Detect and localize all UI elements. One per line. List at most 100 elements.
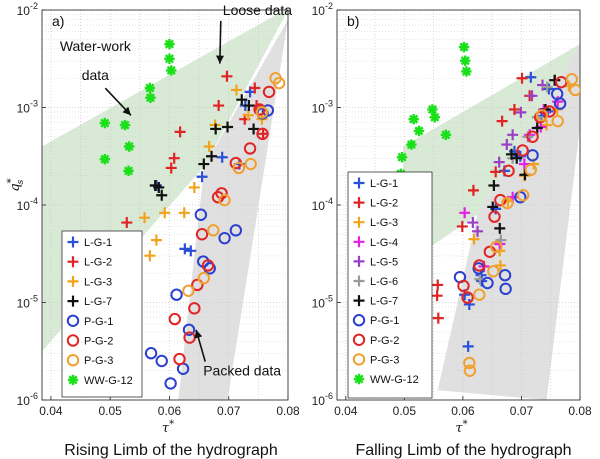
data-point: [535, 109, 549, 122]
legend-label: L-G-4: [370, 237, 398, 249]
series-ww-g-12: [99, 38, 177, 177]
data-point: [123, 141, 135, 152]
data-point: [487, 201, 499, 213]
data-point: [249, 82, 261, 94]
legend-entry: L-G-3: [353, 216, 398, 229]
y-tick-label: 10-5: [312, 294, 333, 311]
x-symbol: τ*: [162, 419, 174, 436]
data-point: [210, 123, 222, 135]
panel-a: 0.04 0.05 0.06 0.07 0.08 10-6 10-5 10-4 10-3 10-2…: [6, 1, 300, 459]
data-point: [508, 103, 520, 115]
data-point: [531, 122, 543, 134]
legend-label: WW-G-12: [84, 375, 133, 387]
annotation: Water-work: [60, 38, 132, 54]
data-point: [565, 73, 579, 86]
data-point: [440, 129, 452, 140]
data-point: [179, 243, 191, 255]
legend-label: L-G-1: [370, 178, 398, 190]
data-point: [457, 279, 470, 293]
data-point: [206, 150, 218, 162]
series-l-g-7: [149, 94, 260, 201]
data-point: [462, 340, 474, 352]
legend-marker: [67, 374, 79, 386]
data-point: [248, 123, 260, 135]
legend-marker: [353, 295, 365, 307]
x-tick-label: 0.05: [98, 404, 122, 418]
data-point: [243, 142, 257, 155]
data-point: [213, 100, 225, 112]
x-tick-label: 0.08: [568, 404, 592, 418]
data-point: [501, 139, 513, 151]
data-point: [194, 208, 208, 221]
data-point: [499, 282, 512, 296]
legend-label: L-G-3: [84, 276, 112, 288]
legend-label: L-G-7: [84, 296, 112, 308]
data-point: [490, 166, 502, 178]
legend-marker: [353, 275, 365, 287]
data-point: [461, 291, 474, 304]
x-tick-label: 0.05: [393, 404, 417, 418]
data-point: [463, 298, 475, 310]
data-point: [165, 162, 177, 174]
data-point: [413, 125, 425, 137]
data-point: [427, 104, 438, 115]
packed-band: [437, 44, 580, 400]
y-axis: 10-6 10-5 10-4 10-3 10-2: [17, 1, 46, 408]
data-point: [432, 312, 444, 324]
data-point: [516, 72, 528, 84]
data-point: [472, 225, 484, 237]
data-point: [215, 187, 228, 200]
data-point: [230, 84, 242, 96]
legend-marker: [352, 353, 366, 366]
legend-marker: [352, 333, 366, 346]
data-point: [164, 377, 177, 390]
legend-label: L-G-1: [84, 237, 112, 249]
data-point: [164, 38, 175, 50]
data-point: [164, 53, 175, 64]
data-point: [196, 171, 208, 183]
legend-entry: WW-G-12: [67, 374, 133, 387]
legend-label: WW-G-12: [370, 374, 419, 386]
legend-label: P-G-1: [84, 316, 113, 328]
y-axis-label: q*s: [6, 178, 26, 191]
legend-entry: L-G-5: [353, 255, 398, 268]
legend-entry: P-G-2: [66, 334, 113, 348]
data-point: [144, 82, 156, 94]
legend-label: P-G-2: [84, 336, 113, 348]
data-point: [170, 288, 183, 301]
data-point: [459, 207, 471, 219]
legend-box: [61, 230, 143, 398]
data-point: [488, 210, 501, 223]
data-point: [541, 119, 553, 131]
data-point: [496, 115, 508, 127]
y-tick-label: 10-6: [17, 391, 38, 408]
data-point: [119, 119, 131, 131]
series-p-g-1: [144, 104, 275, 390]
data-point: [458, 41, 470, 53]
data-point: [178, 207, 190, 219]
data-point: [218, 231, 231, 245]
data-point: [261, 104, 275, 117]
data-point: [155, 354, 168, 368]
data-point: [262, 85, 276, 99]
legend-marker: [66, 354, 80, 367]
data-point: [501, 196, 514, 210]
data-point: [168, 152, 180, 164]
data-point: [99, 117, 111, 129]
arrow-head: [122, 106, 131, 116]
legend-marker: [353, 255, 365, 267]
x-tick-label: 0.08: [276, 404, 300, 418]
x-tick-label: 0.07: [510, 404, 534, 418]
x-symbol: τ*: [455, 419, 467, 436]
data-point: [541, 81, 553, 93]
data-point: [429, 112, 440, 123]
legend-label: L-G-2: [370, 198, 398, 210]
legend-marker: [353, 236, 365, 248]
legend-entry: P-G-3: [352, 353, 399, 366]
y-tick-label: 10-4: [312, 196, 333, 213]
legend-label: P-G-1: [370, 315, 399, 327]
data-point: [232, 161, 246, 175]
legend-label: P-G-2: [370, 335, 399, 347]
y-axis: 10-6 10-5 10-4 10-3 10-2: [312, 1, 341, 408]
legend-entry: P-G-1: [66, 314, 113, 328]
